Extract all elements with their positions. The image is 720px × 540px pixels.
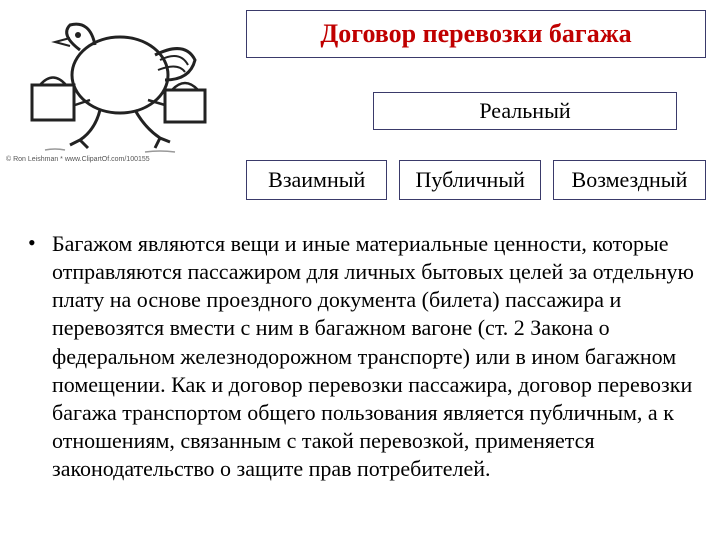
three-property-row: Взаимный Публичный Возмездный bbox=[246, 160, 706, 200]
property-mutual-label: Взаимный bbox=[268, 167, 365, 193]
cartoon-image: © Ron Leishman * www.ClipartOf.com/10015… bbox=[0, 0, 240, 165]
property-public-box: Публичный bbox=[399, 160, 540, 200]
bullet-paragraph: • Багажом являются вещи и иные материаль… bbox=[28, 230, 700, 483]
property-paid-label: Возмездный bbox=[572, 167, 688, 193]
title-box: Договор перевозки багажа bbox=[246, 10, 706, 58]
image-caption: © Ron Leishman * www.ClipartOf.com/10015… bbox=[6, 156, 150, 163]
turkey-running-icon bbox=[0, 0, 240, 165]
body-text: Багажом являются вещи и иные материальны… bbox=[52, 230, 700, 483]
property-real-label: Реальный bbox=[479, 98, 570, 124]
title-text: Договор перевозки багажа bbox=[320, 19, 631, 49]
bullet-marker: • bbox=[28, 230, 52, 483]
property-public-label: Публичный bbox=[415, 167, 524, 193]
property-mutual-box: Взаимный bbox=[246, 160, 387, 200]
property-paid-box: Возмездный bbox=[553, 160, 706, 200]
property-real-box: Реальный bbox=[373, 92, 677, 130]
